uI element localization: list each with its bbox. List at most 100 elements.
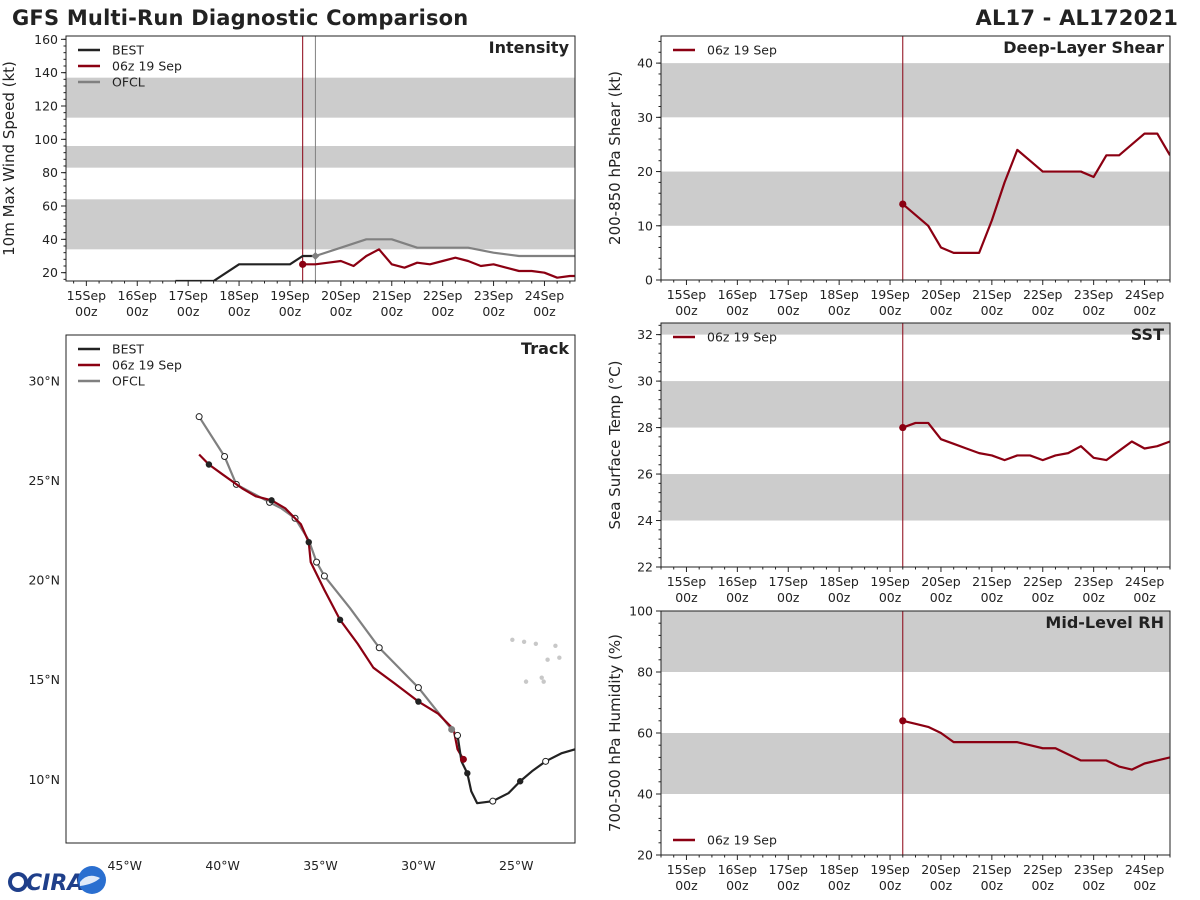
xtick-label-rh: 15Sep (667, 862, 707, 877)
track-ytick-label: 10°N (28, 772, 60, 787)
track-point-filled (516, 778, 524, 785)
band-rh-1 (661, 611, 1170, 672)
legend-label-track: OFCL (112, 374, 145, 389)
track-06z-19-sep (198, 453, 465, 760)
legend-label-intensity: OFCL (112, 75, 145, 90)
xtick-label-shear: 00z (1032, 303, 1055, 318)
track-point-open (454, 731, 462, 739)
xtick-label-sst: 16Sep (718, 574, 758, 589)
page-title: GFS Multi-Run Diagnostic Comparison (12, 6, 469, 30)
ylabel-sst: Sea Surface Temp (°C) (606, 360, 624, 529)
ytick-label-intensity: 100 (34, 132, 58, 147)
ytick-label-shear: 20 (637, 164, 653, 179)
xtick-label-intensity: 00z (177, 304, 200, 319)
island-4 (553, 643, 558, 648)
track-ofcl-start (448, 725, 456, 733)
init-marker-intensity (299, 260, 307, 268)
xtick-label-intensity: 16Sep (118, 288, 158, 303)
init-marker-shear (899, 200, 907, 208)
ytick-label-sst: 22 (637, 560, 653, 575)
xtick-label-sst: 17Sep (769, 574, 809, 589)
ytick-label-shear: 0 (645, 273, 653, 288)
ytick-label-shear: 40 (637, 56, 653, 71)
xtick-label-rh: 00z (777, 878, 800, 893)
track-xtick-label: 45°W (107, 858, 142, 873)
xtick-label-intensity: 24Sep (525, 288, 565, 303)
xtick-label-shear: 20Sep (921, 287, 961, 302)
xtick-label-intensity: 20Sep (321, 288, 361, 303)
ytick-label-intensity: 80 (42, 165, 58, 180)
storm-id: AL17 - AL172021 (975, 6, 1178, 30)
band-shear-0 (661, 171, 1170, 226)
band-rh-0 (661, 733, 1170, 794)
legend-label-track: BEST (112, 342, 144, 357)
track-xtick-label: 40°W (205, 858, 240, 873)
ytick-label-sst: 26 (637, 467, 653, 482)
xtick-label-sst: 00z (675, 590, 698, 605)
xtick-label-rh: 24Sep (1125, 862, 1165, 877)
track-ytick-label: 20°N (28, 573, 60, 588)
xtick-label-intensity: 00z (381, 304, 404, 319)
xtick-label-sst: 00z (1133, 590, 1156, 605)
xtick-label-intensity: 00z (279, 304, 302, 319)
xtick-label-rh: 17Sep (769, 862, 809, 877)
island-5 (557, 655, 562, 660)
xtick-label-shear: 00z (777, 303, 800, 318)
track-ytick-label: 15°N (28, 672, 60, 687)
xtick-label-sst: 24Sep (1125, 574, 1165, 589)
xtick-label-intensity: 21Sep (372, 288, 412, 303)
legend-label-shear: 06z 19 Sep (707, 43, 777, 58)
island-2 (533, 641, 539, 646)
ytick-label-shear: 30 (637, 110, 653, 125)
ytick-label-intensity: 20 (42, 265, 58, 280)
xtick-label-rh: 00z (930, 878, 953, 893)
ytick-label-intensity: 160 (34, 32, 58, 47)
track-xtick-label: 35°W (303, 858, 338, 873)
track-point-filled (268, 497, 275, 504)
ytick-label-intensity: 60 (42, 199, 58, 214)
island-1 (521, 639, 527, 644)
panel-sst: 22242628303215Sep00z16Sep00z17Sep00z18Se… (606, 322, 1171, 605)
ytick-label-sst: 30 (637, 374, 653, 389)
legend-label-intensity: BEST (112, 43, 144, 58)
track-point-open (375, 644, 383, 652)
xtick-label-shear: 16Sep (718, 287, 758, 302)
xtick-label-rh: 21Sep (972, 862, 1012, 877)
xtick-label-shear: 00z (726, 303, 749, 318)
series-rh-06z-19-sep (902, 719, 1170, 771)
ylabel-intensity: 10m Max Wind Speed (kt) (0, 61, 18, 256)
ytick-label-intensity: 120 (34, 99, 58, 114)
xtick-label-rh: 00z (1082, 878, 1105, 893)
panel-rh: 2040608010015Sep00z16Sep00z17Sep00z18Sep… (606, 604, 1171, 893)
ytick-label-rh: 20 (637, 848, 653, 863)
panel-intensity: 2040608010012014016015Sep00z16Sep00z17Se… (0, 32, 576, 319)
xtick-label-shear: 00z (1082, 303, 1105, 318)
track-point-open (320, 572, 328, 580)
xtick-label-rh: 19Sep (870, 862, 910, 877)
xtick-label-intensity: 18Sep (219, 288, 259, 303)
xtick-label-rh: 20Sep (921, 862, 961, 877)
xtick-label-sst: 00z (1082, 590, 1105, 605)
xtick-label-intensity: 00z (533, 304, 556, 319)
island-6 (523, 679, 529, 684)
xtick-label-sst: 18Sep (819, 574, 859, 589)
xtick-label-shear: 00z (981, 303, 1004, 318)
xtick-label-rh: 00z (1133, 878, 1156, 893)
track-point-filled (305, 538, 312, 546)
island-7 (539, 675, 544, 680)
xtick-label-rh: 23Sep (1074, 862, 1114, 877)
track-point-filled (464, 770, 471, 777)
legend-label-track: 06z 19 Sep (112, 358, 182, 373)
ytick-label-intensity: 40 (42, 232, 58, 247)
xtick-label-shear: 21Sep (972, 287, 1012, 302)
xtick-label-sst: 00z (879, 590, 902, 605)
xtick-label-sst: 15Sep (667, 574, 707, 589)
xtick-label-shear: 24Sep (1125, 287, 1165, 302)
xtick-label-rh: 00z (879, 878, 902, 893)
ytick-label-sst: 28 (637, 420, 653, 435)
ytick-label-shear: 10 (637, 218, 653, 233)
ytick-label-rh: 80 (637, 665, 653, 680)
xtick-label-intensity: 00z (330, 304, 353, 319)
xtick-label-intensity: 00z (228, 304, 251, 319)
ytick-label-intensity: 140 (34, 65, 58, 80)
